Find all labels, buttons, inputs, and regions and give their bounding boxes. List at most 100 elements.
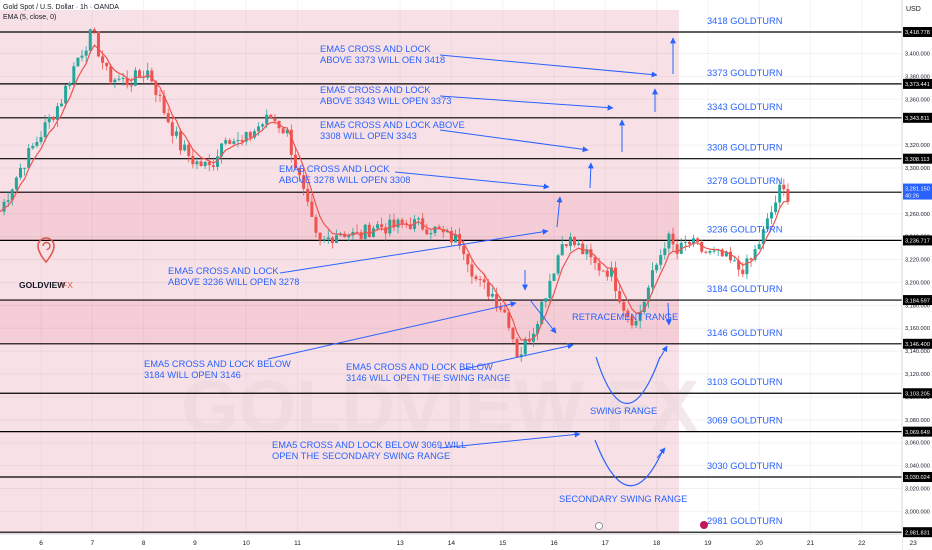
- level-price-label: 3,184.597: [905, 298, 930, 304]
- candle-body: [696, 238, 700, 242]
- candle-body: [770, 212, 774, 219]
- level-price-label: 3,103.205: [905, 391, 930, 397]
- candle: [396, 217, 400, 234]
- candle-body: [437, 226, 441, 230]
- candle: [289, 124, 293, 163]
- arrow: [394, 171, 550, 190]
- candle: [113, 77, 117, 89]
- price-tick-label: 3,040.000: [905, 464, 930, 470]
- candle: [330, 236, 334, 249]
- candle: [55, 102, 59, 127]
- candle-body: [749, 258, 753, 260]
- candle-body: [154, 81, 158, 95]
- annotation-text: 3146 WILL OPEN THE SWING RANGE: [346, 373, 510, 383]
- candle: [211, 157, 215, 171]
- candle-body: [92, 29, 96, 32]
- candle: [708, 249, 712, 255]
- annotation-text: 3308 WILL OPEN 3343: [320, 131, 417, 141]
- event-marker-icon[interactable]: [595, 522, 603, 530]
- candle-body: [634, 320, 638, 326]
- candle-body: [396, 219, 400, 228]
- candle: [675, 238, 679, 260]
- annotation-text: ABOVE 3373 WILL OEN 3418: [320, 55, 445, 65]
- candle-body: [425, 229, 429, 235]
- time-axis-bg: [0, 534, 902, 550]
- candle-body: [511, 327, 515, 340]
- candle-body: [162, 95, 166, 114]
- candle: [774, 195, 778, 216]
- arrow: [279, 228, 549, 274]
- arrow: [439, 95, 614, 111]
- candle: [540, 301, 544, 326]
- candle-body: [113, 79, 117, 83]
- candle-body: [630, 316, 634, 326]
- candle: [293, 147, 297, 170]
- candle: [187, 141, 191, 163]
- candle-body: [687, 241, 691, 245]
- candle: [441, 225, 445, 239]
- candle-body: [174, 131, 178, 136]
- candle-body: [101, 56, 105, 63]
- level-label: 3103 GOLDTURN: [707, 377, 782, 387]
- price-tick-label: 3,020.000: [905, 486, 930, 492]
- candle-body: [302, 175, 306, 189]
- candle-body: [503, 309, 507, 313]
- arrow: [439, 129, 589, 153]
- candle: [704, 250, 708, 254]
- candle-body: [367, 224, 371, 237]
- candle: [782, 178, 786, 197]
- location-pin-icon: [37, 237, 55, 264]
- candle-body: [76, 57, 80, 67]
- candle: [454, 229, 458, 243]
- candle-body: [392, 219, 396, 228]
- candle: [425, 223, 429, 236]
- candle-body: [117, 78, 121, 80]
- logo-g-icon: [42, 241, 51, 251]
- candle-body: [708, 251, 712, 253]
- candle: [150, 67, 154, 84]
- flag-marker-icon[interactable]: [700, 521, 708, 529]
- candle: [490, 287, 494, 298]
- annotation-text: ABOVE 3343 WILL OPEN 3373: [320, 96, 451, 106]
- candle: [470, 258, 474, 284]
- candle: [236, 132, 240, 148]
- candle-body: [745, 258, 749, 275]
- candle-body: [486, 282, 490, 297]
- annotation-text: ABOVE 3278 WILL OPEN 3308: [279, 175, 410, 185]
- candle: [367, 222, 371, 238]
- price-tick-label: 3,400.000: [905, 51, 930, 57]
- indicator-label[interactable]: EMA (5, close, 0): [3, 14, 57, 21]
- candle-body: [265, 114, 269, 125]
- candle-body: [720, 249, 724, 257]
- time-tick-label: 23: [909, 540, 917, 547]
- candle-body: [728, 251, 732, 261]
- candle-body: [753, 249, 757, 260]
- candle: [720, 248, 724, 257]
- candle-body: [183, 144, 187, 151]
- candle: [76, 57, 80, 67]
- axis-bg: [902, 0, 932, 550]
- level-label: 3418 GOLDTURN: [707, 16, 782, 26]
- candle: [174, 126, 178, 139]
- candle: [515, 337, 519, 358]
- candle-body: [326, 237, 330, 240]
- candle-body: [663, 248, 667, 256]
- candle: [564, 243, 568, 248]
- level-price-tag: [903, 295, 932, 306]
- candle-body: [507, 312, 511, 328]
- candle: [6, 192, 10, 208]
- candle-body: [433, 226, 437, 234]
- candle: [72, 62, 76, 87]
- time-tick-label: 11: [294, 540, 301, 547]
- level-price-tag: [903, 112, 932, 123]
- candle: [195, 157, 199, 170]
- candle-body: [642, 301, 646, 313]
- candle: [392, 213, 396, 232]
- candle: [18, 163, 22, 181]
- candle-body: [60, 103, 64, 107]
- candle: [778, 179, 782, 208]
- candle-body: [548, 280, 552, 299]
- time-tick-label: 16: [550, 540, 558, 547]
- candle: [605, 267, 609, 281]
